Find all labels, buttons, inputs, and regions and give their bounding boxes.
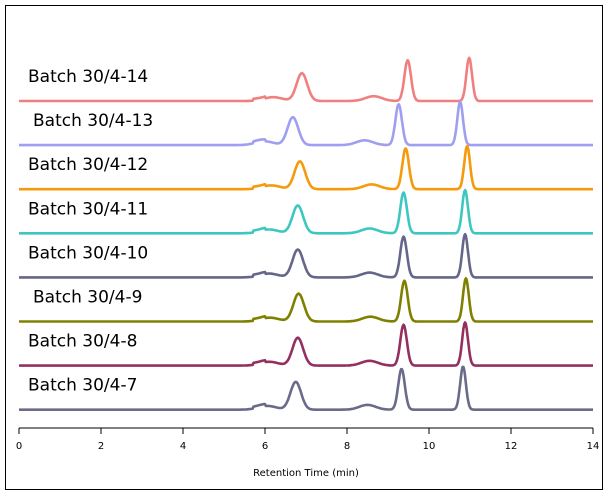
x-axis-title: Retention Time (min) [253,468,359,479]
batch-label: Batch 30/4-12 [28,155,148,175]
trace-line [18,277,594,323]
trace-line [18,188,594,235]
x-tick-label: 2 [98,441,104,452]
x-tick-label: 6 [262,441,268,452]
traces-group [18,56,594,411]
batch-label: Batch 30/4-10 [28,243,148,263]
batch-label: Batch 30/4-7 [28,376,137,396]
trace-line [18,232,594,279]
trace-line [18,321,594,367]
batch-label: Batch 30/4-8 [28,332,137,352]
x-tick-label: 8 [344,441,350,452]
trace-line [18,365,594,411]
x-axis: 0 2 4 6 8 10 12 14 [16,427,600,452]
trace-line [18,145,594,191]
trace-line [18,100,594,147]
x-tick-label: 12 [505,441,518,452]
batch-label: Batch 30/4-13 [33,111,153,131]
x-tick-label: 10 [423,441,436,452]
batch-labels-group: Batch 30/4-14 Batch 30/4-13 Batch 30/4-12 B… [28,67,153,396]
x-tick-label: 0 [16,441,22,452]
x-tick-label: 4 [180,441,186,452]
batch-label: Batch 30/4-11 [28,199,148,219]
trace-line [18,56,594,103]
batch-label: Batch 30/4-9 [33,288,142,308]
x-tick-label: 14 [587,441,600,452]
batch-label: Batch 30/4-14 [28,67,148,87]
